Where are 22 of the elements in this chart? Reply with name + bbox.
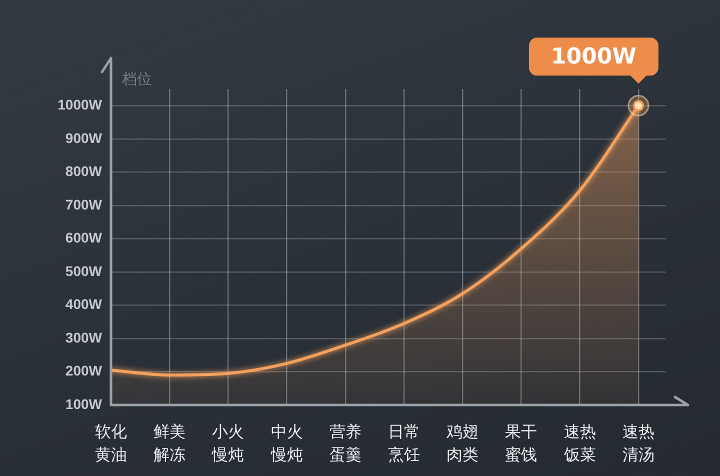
x-tick-label: 营养蛋羹: [329, 423, 362, 464]
y-tick-label: 700W: [65, 196, 103, 212]
y-axis-title: 档位: [121, 71, 152, 88]
x-tick-label: 软化黄油: [95, 424, 127, 464]
y-tick-label: 500W: [65, 262, 103, 279]
x-tick-label: 速热清汤: [622, 423, 654, 464]
x-tick-label: 果干蜜饯: [505, 424, 538, 464]
y-tick-label: 100W: [65, 396, 103, 412]
x-tick-label: 鸡翅肉类: [446, 423, 479, 464]
annotation: 1000W: [550, 44, 636, 70]
y-tick-label: 200W: [65, 362, 103, 379]
x-tick-label: 中火慢炖: [270, 423, 303, 464]
y-tick-label: 600W: [65, 230, 103, 246]
x-tick-label: 鲜美解冻: [154, 423, 186, 464]
x-tick-label: 小火慢炖: [211, 423, 244, 464]
x-tick-label: 速热饭菜: [562, 423, 596, 464]
y-tick-label: 300W: [65, 329, 103, 346]
y-tick-label: 1000W: [58, 96, 103, 112]
y-tick-label: 800W: [65, 163, 103, 180]
x-tick-label: 日常烹饪: [388, 423, 420, 464]
y-tick-label: 900W: [65, 130, 103, 146]
y-tick-label: 400W: [65, 296, 103, 312]
